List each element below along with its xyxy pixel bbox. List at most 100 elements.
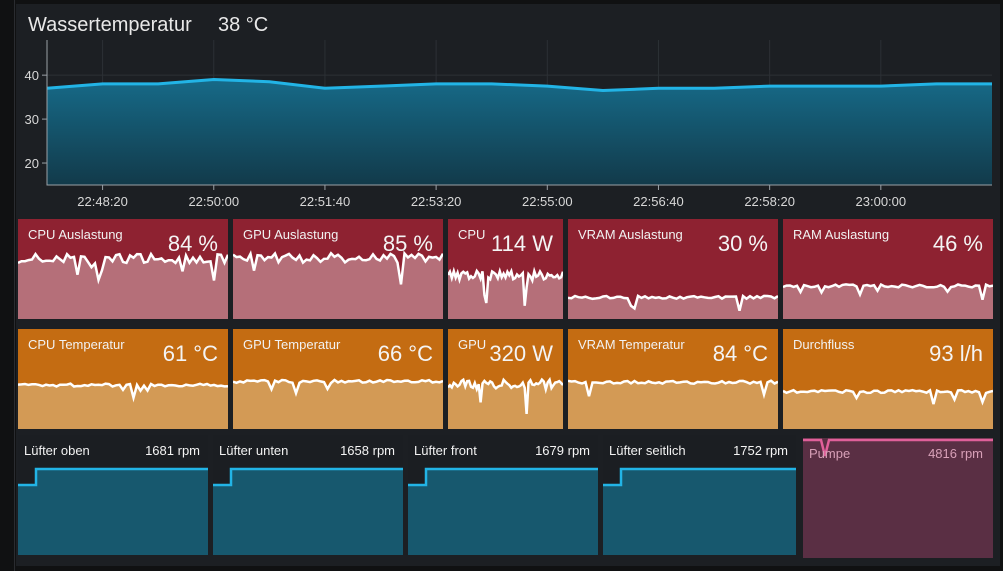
metric-value: 46 % — [932, 231, 983, 256]
metric-sparkline — [233, 378, 443, 429]
metric-value: 114 W — [491, 231, 553, 256]
pump-sparkline — [803, 438, 993, 457]
fan-value: 1752 rpm — [733, 443, 788, 458]
fan-sparkline — [603, 467, 796, 555]
metric-sparkline — [783, 388, 993, 429]
metric-tile-cpu-temperatur: CPU Temperatur 61 °C — [18, 329, 228, 429]
x-tick-label: 22:56:40 — [633, 194, 684, 209]
x-tick-label: 23:00:00 — [856, 194, 907, 209]
sparkline-line — [568, 379, 778, 400]
metric-tile-gpu-temperatur: GPU Temperatur 66 °C — [233, 329, 443, 429]
metric-value: 85 % — [382, 231, 433, 256]
chart-title: Wassertemperatur — [28, 14, 192, 36]
sparkline-area — [233, 253, 443, 319]
pump-value: 4816 rpm — [928, 446, 983, 461]
metric-value: 84 °C — [712, 341, 768, 366]
sparkline-line — [233, 378, 443, 398]
window-edge — [14, 0, 15, 571]
fan-line — [18, 467, 208, 487]
fan-tile-3: Lüfter front 1679 rpm — [408, 435, 598, 555]
metric-tile-gpu-auslastung: GPU Auslastung 85 % — [233, 219, 443, 319]
metric-tile-ram-auslastung: RAM Auslastung 46 % — [783, 219, 993, 319]
sparkline-area — [18, 383, 228, 429]
metric-tile-gpu: GPU 320 W — [448, 329, 563, 429]
x-tick-label: 22:48:20 — [77, 194, 128, 209]
fan-value: 1658 rpm — [340, 443, 395, 458]
metric-sparkline — [448, 376, 563, 429]
sparkline-area — [568, 295, 778, 319]
fan-sparkline — [213, 467, 403, 555]
metric-sparkline — [568, 379, 778, 429]
fan-line — [408, 467, 598, 487]
fan-tile-1: Lüfter oben 1681 rpm — [18, 435, 208, 555]
fan-value: 1681 rpm — [145, 443, 200, 458]
sparkline-line — [233, 250, 443, 285]
pump-line — [803, 438, 993, 457]
fan-area — [408, 469, 598, 555]
x-tick-label: 22:55:00 — [522, 194, 573, 209]
metric-label: CPU Auslastung — [28, 227, 123, 242]
metric-label: CPU Temperatur — [28, 337, 125, 352]
metric-tile-vram-temperatur: VRAM Temperatur 84 °C — [568, 329, 778, 429]
x-tick-label: 22:50:00 — [188, 194, 239, 209]
water-temperature-value: 38 °C — [218, 14, 269, 36]
x-tick-label: 22:58:20 — [744, 194, 795, 209]
fan-sparkline — [18, 467, 208, 555]
metric-label: RAM Auslastung — [793, 227, 890, 242]
sparkline-area — [568, 380, 778, 429]
fan-line — [603, 467, 796, 487]
y-tick-label: 20 — [25, 156, 39, 171]
metric-sparkline — [568, 293, 778, 319]
metric-label: VRAM Temperatur — [578, 337, 685, 352]
metric-label: GPU — [458, 337, 487, 352]
water-temperature-chart: 22:48:20 22:50:00 22:51:40 22:53:20 22:55:00… — [25, 40, 992, 209]
fan-sparkline — [408, 467, 598, 555]
metric-value: 66 °C — [377, 341, 433, 366]
chart-axis — [46, 40, 992, 186]
metric-label: GPU Auslastung — [243, 227, 339, 242]
x-tick-label: 22:51:40 — [300, 194, 351, 209]
fan-line — [213, 467, 403, 487]
metric-value: 84 % — [167, 231, 218, 256]
metric-value: 93 l/h — [929, 341, 983, 366]
sparkline-line — [18, 251, 228, 285]
metric-sparkline — [18, 251, 228, 319]
fan-area — [213, 469, 403, 555]
sparkline-area — [783, 390, 993, 429]
fan-tile-2: Lüfter unten 1658 rpm — [213, 435, 403, 555]
fan-label: Lüfter oben — [24, 443, 90, 458]
sparkline-area — [448, 271, 563, 319]
metric-label: GPU Temperatur — [243, 337, 341, 352]
metric-label: VRAM Auslastung — [578, 227, 683, 242]
y-tick-label: 30 — [25, 112, 39, 127]
water-temperature-area — [47, 79, 992, 185]
sparkline-line — [568, 293, 778, 311]
sparkline-line — [448, 376, 563, 414]
metric-tile-cpu: CPU 114 W — [448, 219, 563, 319]
x-tick-label: 22:53:20 — [411, 194, 462, 209]
metric-tile-durchfluss: Durchfluss 93 l/h — [783, 329, 993, 429]
metric-value: 61 °C — [162, 341, 218, 366]
sparkline-line — [783, 282, 993, 301]
pump-label: Pumpe — [809, 446, 851, 461]
fan-area — [603, 469, 796, 555]
sparkline-area — [783, 284, 993, 319]
sparkline-line — [18, 381, 228, 403]
metric-sparkline — [18, 381, 228, 429]
metric-tile-cpu-auslastung: CPU Auslastung 84 % — [18, 219, 228, 319]
metric-label: CPU — [458, 227, 486, 242]
metric-value: 30 % — [717, 231, 768, 256]
metric-sparkline — [448, 266, 563, 319]
sparkline-line — [448, 266, 563, 306]
sparkline-area — [233, 380, 443, 429]
metric-label: Durchfluss — [793, 337, 855, 352]
fan-label: Lüfter seitlich — [609, 443, 686, 458]
fan-value: 1679 rpm — [535, 443, 590, 458]
fan-label: Lüfter front — [414, 443, 477, 458]
metric-value: 320 W — [489, 341, 553, 366]
sparkline-line — [783, 388, 993, 406]
sparkline-area — [18, 254, 228, 319]
metric-sparkline — [233, 250, 443, 319]
water-temperature-line — [46, 77, 992, 93]
pump-tile: Pumpe 4816 rpm — [803, 438, 993, 558]
